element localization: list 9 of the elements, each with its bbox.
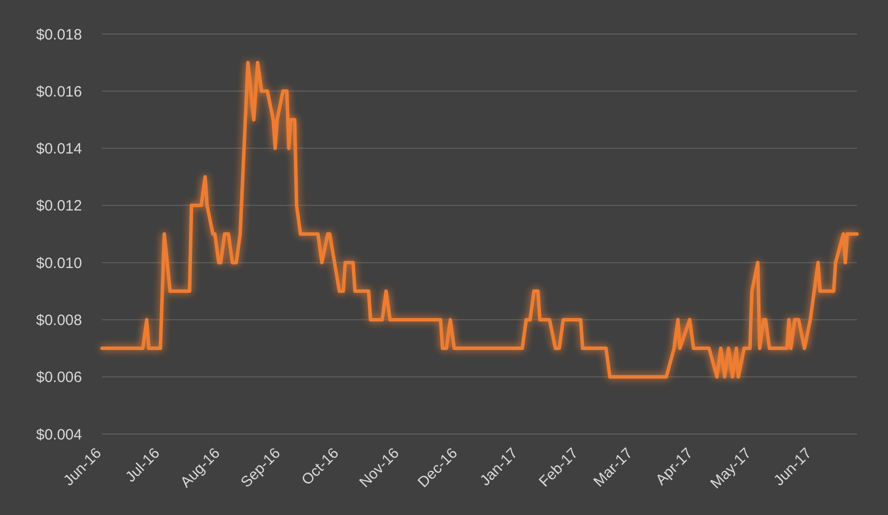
y-tick-label: $0.004 <box>36 426 82 444</box>
y-tick-label: $0.012 <box>36 198 82 215</box>
y-tick-label: $0.018 <box>36 26 82 44</box>
y-tick-label: $0.016 <box>36 83 82 100</box>
y-tick-label: $0.008 <box>36 312 82 329</box>
y-tick-label: $0.010 <box>36 254 82 272</box>
y-tick-label: $0.014 <box>36 140 82 158</box>
y-tick-label: $0.006 <box>36 369 82 386</box>
line-series <box>100 60 859 379</box>
